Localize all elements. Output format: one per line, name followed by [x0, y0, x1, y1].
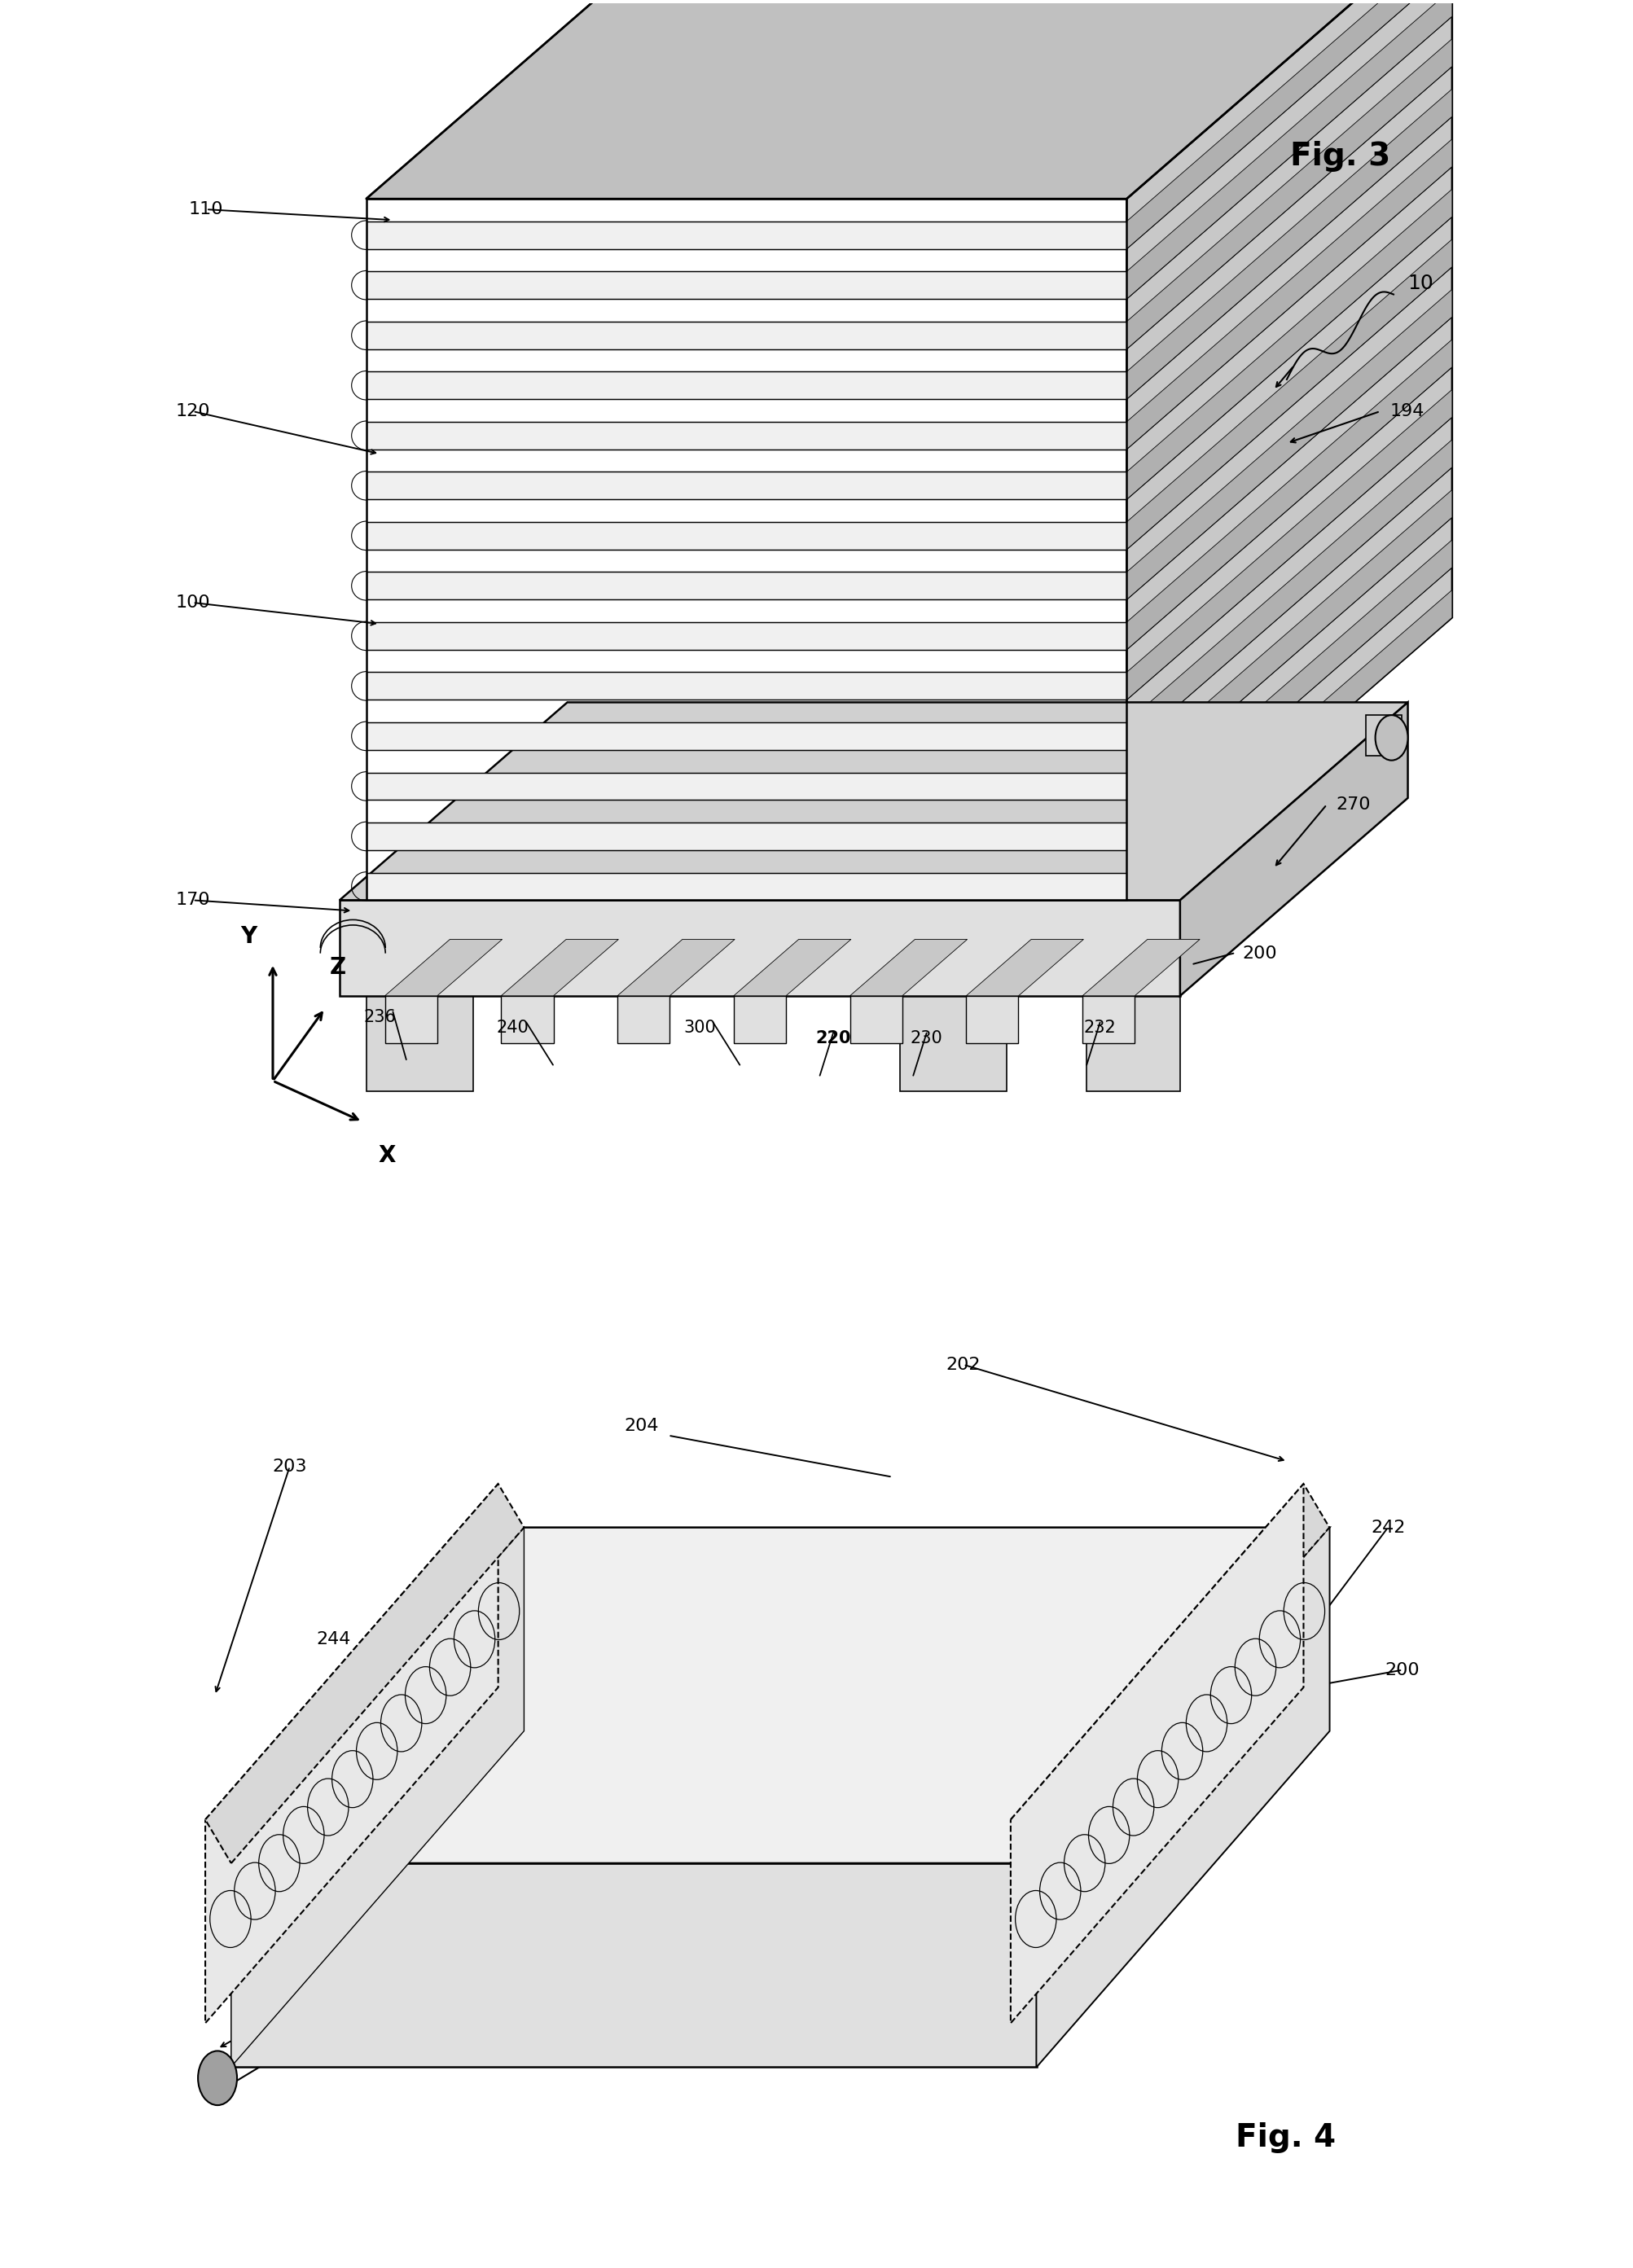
Circle shape	[198, 2050, 237, 2105]
Polygon shape	[1179, 703, 1408, 996]
Polygon shape	[366, 0, 1452, 200]
Polygon shape	[1127, 88, 1452, 399]
Polygon shape	[1127, 440, 1452, 751]
Circle shape	[1375, 714, 1408, 760]
Text: Fig. 4: Fig. 4	[1235, 2123, 1334, 2152]
Polygon shape	[1127, 490, 1452, 801]
Polygon shape	[366, 823, 1127, 850]
Polygon shape	[1127, 590, 1452, 900]
Polygon shape	[1083, 939, 1199, 996]
Polygon shape	[1127, 0, 1452, 299]
Text: 240: 240	[496, 1021, 529, 1036]
Polygon shape	[366, 671, 1127, 701]
Polygon shape	[366, 372, 1127, 399]
Text: 200: 200	[1243, 946, 1277, 962]
Text: Y: Y	[240, 925, 256, 948]
Text: 170: 170	[175, 891, 211, 909]
Polygon shape	[1127, 238, 1452, 549]
Polygon shape	[1086, 896, 1293, 996]
Polygon shape	[1086, 996, 1179, 1091]
Polygon shape	[849, 939, 967, 996]
Polygon shape	[366, 621, 1127, 649]
Polygon shape	[366, 896, 586, 996]
Polygon shape	[366, 572, 1127, 599]
Polygon shape	[340, 703, 1408, 900]
Text: 270: 270	[462, 1916, 496, 1932]
Polygon shape	[366, 222, 1127, 249]
Polygon shape	[900, 896, 1120, 996]
Polygon shape	[206, 1483, 524, 1864]
Text: 270: 270	[1336, 796, 1370, 812]
Text: 242: 242	[1370, 1520, 1404, 1535]
Text: 232: 232	[1083, 1021, 1115, 1036]
Bar	[1365, 714, 1401, 755]
Text: Fig. 3: Fig. 3	[1290, 141, 1390, 172]
Polygon shape	[340, 900, 1179, 996]
Polygon shape	[366, 773, 1127, 801]
Polygon shape	[733, 939, 851, 996]
Polygon shape	[366, 272, 1127, 299]
Polygon shape	[366, 996, 472, 1091]
Polygon shape	[501, 939, 619, 996]
Bar	[385, 996, 438, 1043]
Text: 10: 10	[1406, 274, 1432, 293]
Polygon shape	[617, 939, 735, 996]
Polygon shape	[1127, 39, 1452, 349]
Polygon shape	[366, 422, 1127, 449]
Text: 203: 203	[273, 1458, 307, 1474]
Polygon shape	[1127, 0, 1452, 249]
Polygon shape	[1127, 138, 1452, 449]
Text: 220: 220	[815, 1030, 851, 1046]
Bar	[965, 996, 1017, 1043]
Bar	[1083, 996, 1135, 1043]
Polygon shape	[1035, 1526, 1329, 2066]
Polygon shape	[230, 1526, 1329, 1864]
Text: 244: 244	[317, 1631, 351, 1647]
Polygon shape	[206, 1483, 498, 2023]
Polygon shape	[1127, 540, 1452, 850]
Text: 240: 240	[1019, 1805, 1053, 1821]
Polygon shape	[1127, 390, 1452, 701]
Text: 201: 201	[331, 1966, 366, 1982]
Text: 202: 202	[946, 1356, 980, 1372]
Polygon shape	[366, 322, 1127, 349]
Polygon shape	[366, 522, 1127, 549]
Text: 300: 300	[683, 1021, 715, 1036]
Text: 200: 200	[1385, 1662, 1419, 1678]
Polygon shape	[230, 1526, 524, 2066]
Text: 204: 204	[624, 1418, 658, 1433]
Polygon shape	[1127, 188, 1452, 499]
Polygon shape	[1035, 1526, 1329, 2066]
Polygon shape	[965, 939, 1083, 996]
Bar	[849, 996, 901, 1043]
Polygon shape	[1127, 290, 1452, 599]
Text: 194: 194	[1390, 404, 1424, 420]
Bar	[617, 996, 670, 1043]
Polygon shape	[385, 939, 501, 996]
Text: Z: Z	[330, 957, 346, 980]
Polygon shape	[230, 1864, 1035, 2066]
Text: 120: 120	[175, 404, 211, 420]
Text: 100: 100	[175, 594, 211, 610]
Polygon shape	[1011, 1483, 1329, 1864]
Polygon shape	[1127, 340, 1452, 649]
Text: 230: 230	[910, 1030, 942, 1046]
Polygon shape	[366, 721, 1127, 751]
Polygon shape	[1011, 1483, 1303, 2023]
Polygon shape	[366, 472, 1127, 499]
Text: 236: 236	[363, 1009, 395, 1025]
Text: 110: 110	[189, 202, 224, 218]
Polygon shape	[900, 996, 1006, 1091]
Bar	[501, 996, 554, 1043]
Text: 230: 230	[872, 1864, 906, 1882]
Polygon shape	[1127, 0, 1452, 900]
Polygon shape	[366, 873, 1127, 900]
Text: X: X	[377, 1143, 395, 1166]
Bar	[733, 996, 785, 1043]
